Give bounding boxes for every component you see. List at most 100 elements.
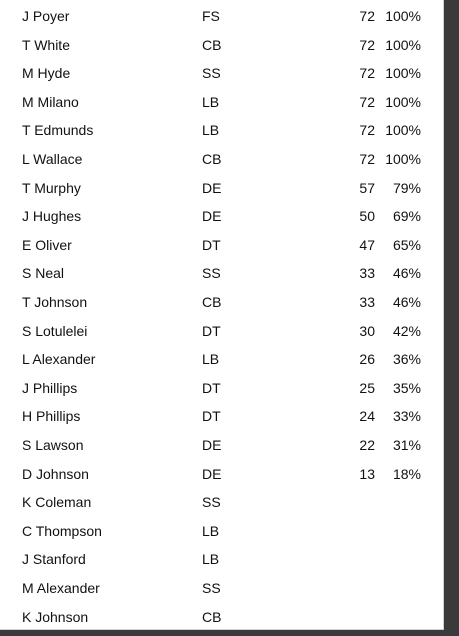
snap-percentage: 31%	[392, 437, 421, 453]
table-row: E Oliver DT 47 65%	[0, 231, 444, 259]
player-name: K Johnson	[22, 608, 89, 625]
player-name: S Lotulelei	[22, 322, 88, 339]
player-name: J Phillips	[22, 379, 78, 396]
position: DT	[202, 408, 221, 425]
player-name: M Milano	[22, 93, 79, 110]
player-name: T Edmunds	[22, 122, 94, 139]
snap-count: 47	[359, 236, 375, 253]
snap-count: 30	[359, 322, 375, 339]
position: CB	[202, 608, 222, 625]
table-row: S Neal SS 33 46%	[0, 259, 444, 287]
snap-percentage: 69%	[392, 208, 421, 225]
snap-percentage: 79%	[392, 179, 421, 196]
table-row: T Edmunds LB 72 100%	[0, 116, 444, 144]
document-page: J Poyer FS 72 100% T White CB 72 100% M Hyde SS 72…	[0, 0, 444, 630]
player-name: S Lawson	[22, 437, 84, 453]
table-row: T Johnson CB 33 46%	[0, 288, 444, 316]
table-row: H Phillips DT 24 33%	[0, 402, 444, 430]
position: DT	[202, 322, 221, 339]
position: DE	[202, 208, 222, 225]
player-name: J Stanford	[22, 551, 86, 568]
player-name: M Alexander	[22, 580, 100, 596]
snap-count: 72	[359, 8, 375, 24]
snap-percentage: 100%	[385, 8, 421, 24]
snap-count: 26	[359, 351, 375, 368]
player-name: K Coleman	[22, 494, 92, 511]
position: FS	[202, 8, 220, 24]
snap-percentage: 46%	[392, 294, 421, 310]
table-row: J Poyer FS 72 100%	[0, 2, 444, 30]
snap-percentage: 100%	[385, 65, 421, 82]
snap-count: 57	[359, 179, 375, 196]
table-row: L Wallace CB 72 100%	[0, 145, 444, 173]
snap-count: 72	[359, 122, 375, 139]
snap-count: 33	[359, 265, 375, 282]
snap-percentage: 36%	[392, 351, 421, 368]
player-name: M Hyde	[22, 65, 71, 82]
snap-count: 72	[359, 151, 375, 167]
snap-count: 25	[359, 379, 375, 396]
snap-count: 72	[359, 93, 375, 110]
snap-count: 33	[359, 294, 375, 310]
snap-percentage: 100%	[385, 93, 421, 110]
player-name: E Oliver	[22, 236, 72, 253]
player-name: T Johnson	[22, 294, 88, 310]
snap-percentage: 18%	[392, 465, 421, 482]
position: CB	[202, 151, 222, 167]
table-row: M Milano LB 72 100%	[0, 88, 444, 116]
position: SS	[202, 265, 221, 282]
table-row: K Johnson CB	[0, 603, 444, 631]
position: DE	[202, 437, 222, 453]
position: CB	[202, 294, 222, 310]
table-row: C Thompson LB	[0, 517, 444, 545]
snap-count: 72	[359, 36, 375, 53]
snap-percentage: 42%	[392, 322, 421, 339]
snap-count: 50	[359, 208, 375, 225]
snap-percentage: 46%	[392, 265, 421, 282]
player-name: C Thompson	[22, 522, 102, 539]
position: CB	[202, 36, 222, 53]
table-row: J Phillips DT 25 35%	[0, 374, 444, 402]
position: SS	[202, 580, 221, 596]
position: DT	[202, 236, 221, 253]
player-name: D Johnson	[22, 465, 89, 482]
snap-percentage: 33%	[392, 408, 421, 425]
position: SS	[202, 494, 221, 511]
snap-count: 22	[359, 437, 375, 453]
table-row: S Lawson DE 22 31%	[0, 431, 444, 459]
position: DT	[202, 379, 221, 396]
table-row: K Coleman SS	[0, 488, 444, 516]
table-row: J Stanford LB	[0, 545, 444, 573]
position: LB	[202, 93, 220, 110]
position: DE	[202, 465, 222, 482]
position: SS	[202, 65, 221, 82]
player-name: T Murphy	[22, 179, 81, 196]
player-name: J Hughes	[22, 208, 82, 225]
position: LB	[202, 522, 220, 539]
table-row: T White CB 72 100%	[0, 31, 444, 59]
table-row: L Alexander LB 26 36%	[0, 345, 444, 373]
snap-percentage: 65%	[392, 236, 421, 253]
snap-percentage: 100%	[385, 151, 421, 167]
player-name: L Alexander	[22, 351, 96, 368]
position: LB	[202, 122, 220, 139]
player-name: H Phillips	[22, 408, 81, 425]
table-row: S Lotulelei DT 30 42%	[0, 317, 444, 345]
position: DE	[202, 179, 222, 196]
snap-count: 72	[359, 65, 375, 82]
player-name: J Poyer	[22, 8, 70, 24]
snap-count: 13	[359, 465, 375, 482]
table-row: J Hughes DE 50 69%	[0, 202, 444, 230]
player-name: S Neal	[22, 265, 65, 282]
snap-count: 24	[359, 408, 375, 425]
table-row: M Hyde SS 72 100%	[0, 59, 444, 87]
position: LB	[202, 551, 220, 568]
table-row: T Murphy DE 57 79%	[0, 174, 444, 202]
snap-percentage: 35%	[392, 379, 421, 396]
position: LB	[202, 351, 220, 368]
table-row: D Johnson DE 13 18%	[0, 460, 444, 488]
snap-percentage: 100%	[385, 36, 421, 53]
snap-percentage: 100%	[385, 122, 421, 139]
table-row: M Alexander SS	[0, 574, 444, 602]
player-name: L Wallace	[22, 151, 83, 167]
